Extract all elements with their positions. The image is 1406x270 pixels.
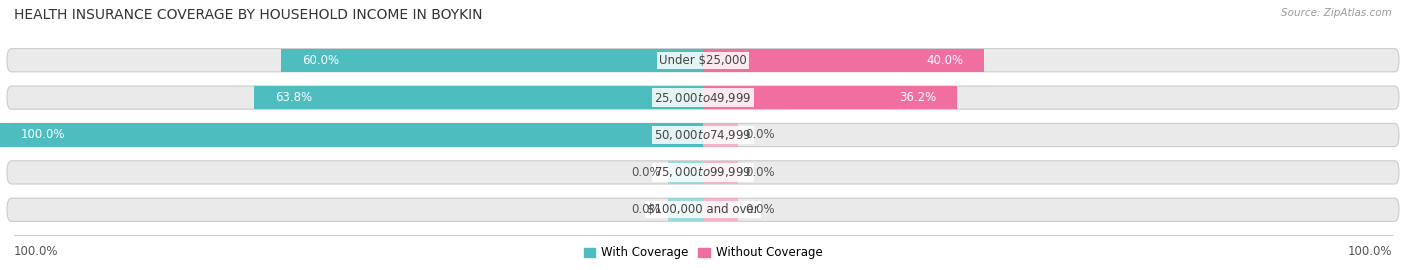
Text: Under $25,000: Under $25,000 [659, 54, 747, 67]
Bar [703, 198, 738, 221]
FancyBboxPatch shape [7, 198, 1399, 221]
Text: $25,000 to $49,999: $25,000 to $49,999 [654, 91, 752, 104]
Text: $100,000 and over: $100,000 and over [647, 203, 759, 216]
Legend: With Coverage, Without Coverage: With Coverage, Without Coverage [579, 242, 827, 264]
Text: 0.0%: 0.0% [631, 203, 661, 216]
FancyBboxPatch shape [7, 86, 1399, 109]
Text: 100.0%: 100.0% [21, 129, 66, 141]
Bar [281, 49, 703, 72]
Text: 63.8%: 63.8% [276, 91, 312, 104]
Text: 0.0%: 0.0% [631, 166, 661, 179]
Text: 40.0%: 40.0% [927, 54, 963, 67]
Text: 100.0%: 100.0% [1347, 245, 1392, 258]
Text: 36.2%: 36.2% [900, 91, 936, 104]
Text: 60.0%: 60.0% [302, 54, 339, 67]
Bar [703, 161, 738, 184]
Text: 0.0%: 0.0% [745, 129, 775, 141]
Text: $50,000 to $74,999: $50,000 to $74,999 [654, 128, 752, 142]
Text: 100.0%: 100.0% [14, 245, 59, 258]
FancyBboxPatch shape [7, 161, 1399, 184]
Bar [0, 123, 703, 147]
Bar [703, 49, 984, 72]
Text: $75,000 to $99,999: $75,000 to $99,999 [654, 166, 752, 179]
Bar [703, 86, 957, 109]
Bar [703, 123, 738, 147]
Text: HEALTH INSURANCE COVERAGE BY HOUSEHOLD INCOME IN BOYKIN: HEALTH INSURANCE COVERAGE BY HOUSEHOLD I… [14, 8, 482, 22]
Bar [668, 198, 703, 221]
FancyBboxPatch shape [7, 123, 1399, 147]
Text: 0.0%: 0.0% [745, 203, 775, 216]
Text: 0.0%: 0.0% [745, 166, 775, 179]
Bar [254, 86, 703, 109]
Bar [668, 161, 703, 184]
FancyBboxPatch shape [7, 49, 1399, 72]
Text: Source: ZipAtlas.com: Source: ZipAtlas.com [1281, 8, 1392, 18]
